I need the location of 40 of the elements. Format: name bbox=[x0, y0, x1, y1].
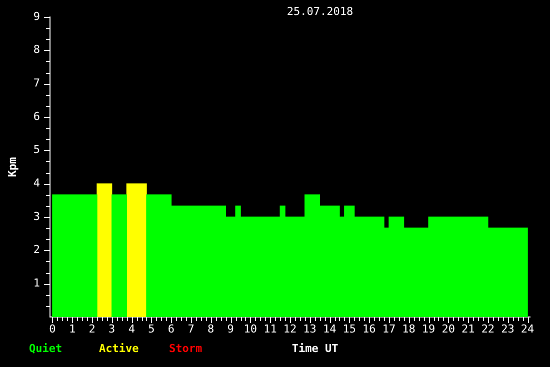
x-tick-label: 8 bbox=[208, 322, 214, 336]
y-tick-label: 1 bbox=[33, 276, 40, 290]
x-tick-label: 0 bbox=[49, 322, 56, 336]
x-tick-label: 23 bbox=[501, 322, 514, 336]
x-tick-label: 24 bbox=[520, 322, 535, 336]
x-tick-label: 22 bbox=[481, 322, 495, 336]
y-tick-label: 2 bbox=[33, 243, 40, 256]
x-tick-label: 13 bbox=[303, 322, 316, 336]
y-tick-label: 5 bbox=[33, 143, 40, 156]
x-tick-label: 9 bbox=[227, 322, 234, 336]
y-tick-label: 7 bbox=[33, 76, 40, 90]
text: Quiet bbox=[29, 342, 62, 355]
x-tick-label: 10 bbox=[244, 322, 258, 336]
x-tick-label: 15 bbox=[342, 322, 356, 336]
x-tick-label: 18 bbox=[402, 322, 416, 336]
x-tick-label: 3 bbox=[108, 322, 116, 336]
text: Storm bbox=[169, 342, 202, 355]
x-tick-label: 19 bbox=[422, 322, 436, 336]
x-axis-title: Time UT bbox=[292, 342, 339, 355]
y-tick-label: 3 bbox=[33, 210, 40, 223]
x-tick-label: 5 bbox=[148, 322, 155, 336]
text: Active bbox=[99, 342, 140, 355]
x-tick-label: 12 bbox=[283, 322, 297, 336]
x-tick-label: 2 bbox=[88, 322, 96, 336]
x-tick-label: 17 bbox=[382, 322, 396, 336]
x-tick-label: 21 bbox=[462, 322, 475, 336]
x-tick-label: 11 bbox=[264, 322, 277, 336]
x-tick-label: 20 bbox=[442, 322, 455, 336]
x-tick-label: 1 bbox=[68, 322, 76, 336]
x-tick-label: 14 bbox=[322, 322, 337, 336]
y-tick-label: 9 bbox=[33, 10, 40, 23]
x-tick-label: 4 bbox=[128, 322, 136, 336]
y-tick-label: 4 bbox=[33, 176, 40, 190]
x-tick-label: 6 bbox=[168, 322, 175, 336]
y-tick-label: 8 bbox=[33, 43, 40, 56]
chart-title: 25.07.2018 bbox=[286, 4, 354, 18]
x-tick-label: 16 bbox=[362, 322, 376, 336]
x-tick-label: 7 bbox=[188, 322, 194, 336]
y-axis-title: Kpm bbox=[6, 156, 19, 177]
y-tick-label: 6 bbox=[33, 110, 40, 123]
